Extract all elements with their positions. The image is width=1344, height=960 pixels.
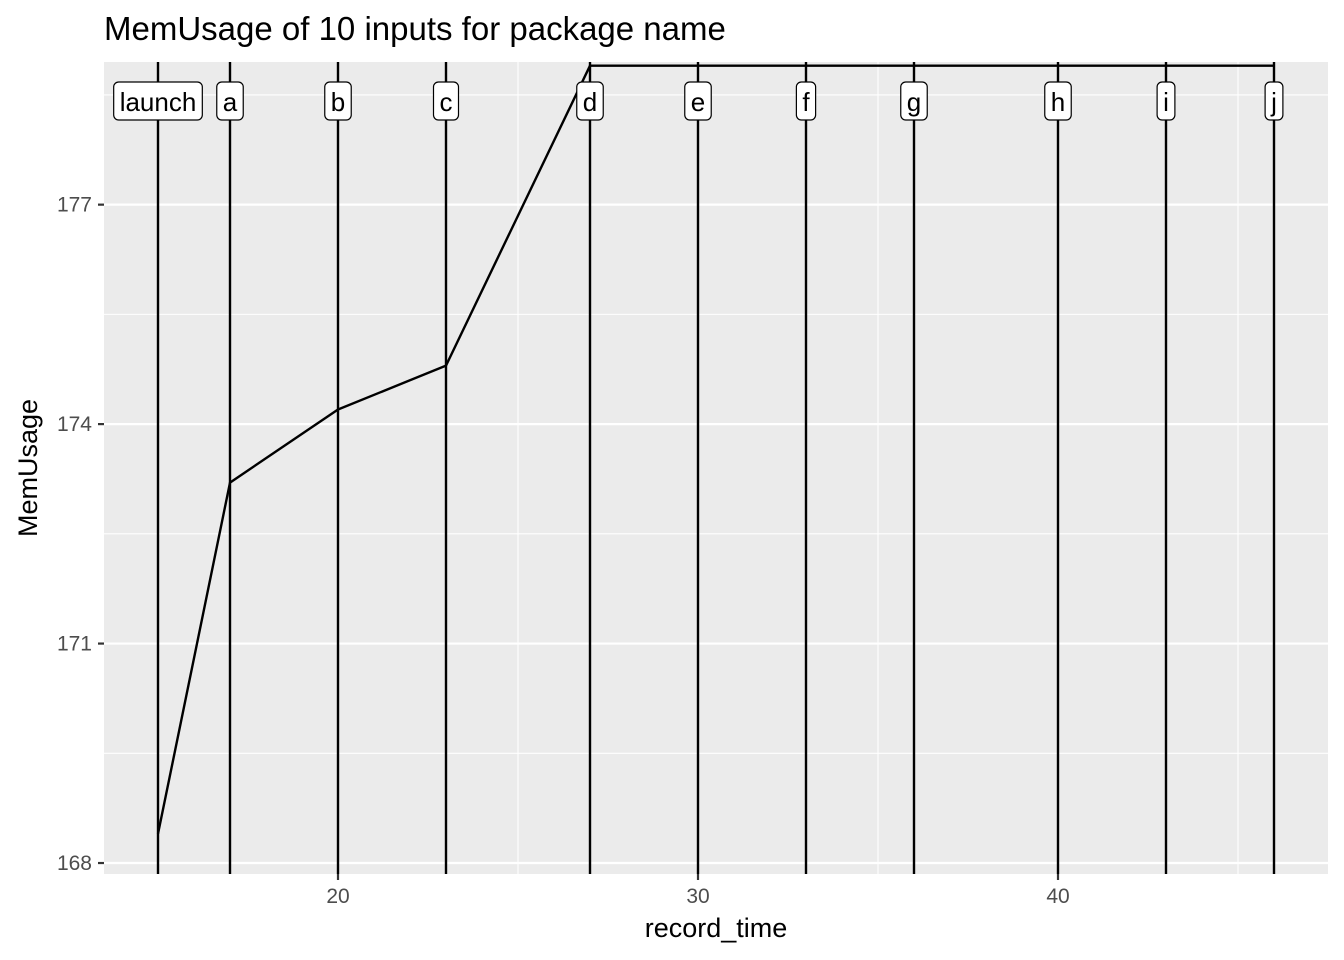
marker-label-group: g: [900, 81, 928, 121]
y-axis-title: MemUsage: [13, 399, 43, 537]
marker-label: launch: [120, 87, 197, 117]
series-layer: [156, 64, 1274, 835]
marker-label-box: [795, 81, 817, 121]
axes: 168 171 174 177 20 30 40: [57, 194, 1070, 908]
marker-label-group: f: [795, 81, 817, 121]
marker-label-group: h: [1044, 81, 1072, 121]
plot-panel: [104, 62, 1328, 874]
marker-label: c: [440, 87, 453, 117]
marker-label: i: [1163, 87, 1169, 117]
marker-label-box: [216, 81, 244, 121]
marker-label-box: [1156, 81, 1176, 121]
marker-label-box: [576, 81, 604, 121]
y-tick-label: 177: [57, 194, 92, 217]
y-tick-label: 171: [57, 633, 92, 656]
marker-label-group: i: [1156, 81, 1176, 121]
marker-label-box: [684, 81, 712, 121]
marker-label-group: b: [324, 81, 352, 121]
marker-label: j: [1270, 87, 1277, 117]
marker-lines: [156, 62, 1276, 874]
marker-label: b: [331, 87, 345, 117]
marker-label-box: [1044, 81, 1072, 121]
x-tick-label: 20: [326, 885, 349, 908]
y-tick-label: 168: [57, 852, 92, 875]
marker-label-group: c: [432, 81, 460, 121]
marker-label: g: [907, 87, 921, 117]
marker-label-group: launch: [113, 81, 203, 121]
marker-label-box: [113, 81, 203, 121]
x-tick-label: 40: [1046, 885, 1069, 908]
marker-label-box: [432, 81, 460, 121]
series-line: [156, 64, 1274, 835]
marker-label: f: [802, 87, 810, 117]
marker-labels: launch a b c d e f g h i j: [113, 81, 1284, 121]
x-axis-title: record_time: [645, 913, 788, 943]
marker-label-box: [900, 81, 928, 121]
chart-title: MemUsage of 10 inputs for package name: [104, 10, 726, 47]
marker-label: d: [583, 87, 597, 117]
marker-label: a: [223, 87, 238, 117]
marker-label-group: e: [684, 81, 712, 121]
marker-label-group: a: [216, 81, 244, 121]
marker-label-group: j: [1264, 81, 1284, 121]
marker-label: e: [691, 87, 705, 117]
y-tick-label: 174: [57, 413, 92, 436]
x-tick-label: 30: [686, 885, 709, 908]
marker-label-box: [1264, 81, 1284, 121]
marker-label: h: [1051, 87, 1065, 117]
marker-label-group: d: [576, 81, 604, 121]
marker-label-box: [324, 81, 352, 121]
